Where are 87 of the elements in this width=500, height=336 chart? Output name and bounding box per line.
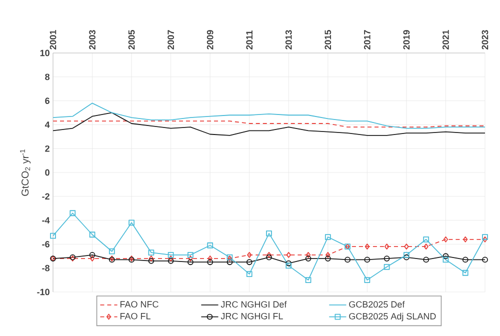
x-tick-label: 2019 xyxy=(403,30,410,50)
point xyxy=(384,244,390,250)
point xyxy=(462,270,468,276)
point xyxy=(188,259,194,266)
point xyxy=(462,256,468,263)
point xyxy=(404,254,410,260)
point xyxy=(148,258,154,264)
point xyxy=(89,252,96,258)
point xyxy=(266,254,272,260)
point xyxy=(266,252,272,258)
point xyxy=(246,271,252,278)
x-tick-label: 2015 xyxy=(324,30,332,50)
point xyxy=(482,236,488,242)
point xyxy=(207,259,214,266)
point xyxy=(305,256,312,262)
legend-label: FAO NFC xyxy=(120,301,158,308)
legend-label: JRC NGHGI FL xyxy=(220,312,283,320)
x-tick-label: 2017 xyxy=(364,30,370,50)
point xyxy=(168,252,174,258)
point xyxy=(90,256,95,262)
y-tick-label: -4 xyxy=(42,217,50,224)
point xyxy=(404,252,410,258)
point xyxy=(89,232,96,238)
point xyxy=(424,244,428,250)
y-tick-label: 6 xyxy=(45,98,50,104)
y-tick-label: -10 xyxy=(37,288,50,296)
y-tick-label: 10 xyxy=(40,50,50,56)
point xyxy=(286,260,292,266)
point xyxy=(128,220,134,226)
point xyxy=(188,256,193,262)
legend-label: JRC NGHGI Def xyxy=(220,300,287,308)
point xyxy=(326,252,330,258)
y-axis-title: GtCO$_{2}$ yr$^{-1}$ xyxy=(20,149,31,196)
y-tick-label: 2 xyxy=(45,145,50,152)
x-tick-label: 2009 xyxy=(206,30,214,50)
point xyxy=(384,256,390,262)
point xyxy=(423,256,430,263)
y-tick-label: 8 xyxy=(45,74,50,80)
x-tick-label: 2011 xyxy=(246,30,253,50)
point xyxy=(148,250,154,256)
point xyxy=(168,258,174,264)
y-tick-label: 4 xyxy=(44,122,50,128)
x-tick-label: 2023 xyxy=(482,30,488,50)
point xyxy=(423,236,430,242)
point xyxy=(148,256,154,262)
line-series xyxy=(53,112,485,136)
legend-label: GCB2025 Def xyxy=(349,300,405,308)
legend-label: GCB2025 Adj SLAND xyxy=(349,312,436,322)
x-tick-label: 2005 xyxy=(128,30,135,50)
legend-label: FAO FL xyxy=(120,312,150,320)
point xyxy=(463,236,468,242)
y-tick-label: -8 xyxy=(42,264,50,272)
point xyxy=(168,256,174,262)
x-tick-label: 2007 xyxy=(168,30,174,50)
y-tick-label: 0 xyxy=(45,169,50,176)
point xyxy=(364,256,370,263)
point xyxy=(384,264,390,270)
point xyxy=(286,262,292,269)
point xyxy=(443,236,448,242)
x-tick-label: 2013 xyxy=(285,30,292,50)
point xyxy=(324,256,331,262)
x-tick-label: 2001 xyxy=(50,30,56,50)
point xyxy=(70,210,76,216)
point xyxy=(226,259,233,266)
point xyxy=(364,244,370,250)
x-tick-label: 2003 xyxy=(89,30,96,50)
y-tick-label: -2 xyxy=(42,193,50,200)
point xyxy=(344,256,350,263)
x-tick-label: 2021 xyxy=(442,30,449,50)
point xyxy=(482,234,488,240)
point xyxy=(364,277,370,283)
point xyxy=(306,252,311,258)
point xyxy=(108,248,115,254)
point xyxy=(442,256,449,263)
point xyxy=(247,252,252,258)
point xyxy=(305,277,312,283)
point xyxy=(442,253,449,260)
y-tick-label: -6 xyxy=(42,240,50,248)
point xyxy=(50,232,56,239)
point xyxy=(246,259,252,266)
point xyxy=(208,256,212,262)
point xyxy=(207,242,214,248)
point xyxy=(404,244,409,250)
point xyxy=(188,252,194,258)
point xyxy=(286,252,291,258)
point xyxy=(266,230,272,236)
point xyxy=(324,234,331,240)
